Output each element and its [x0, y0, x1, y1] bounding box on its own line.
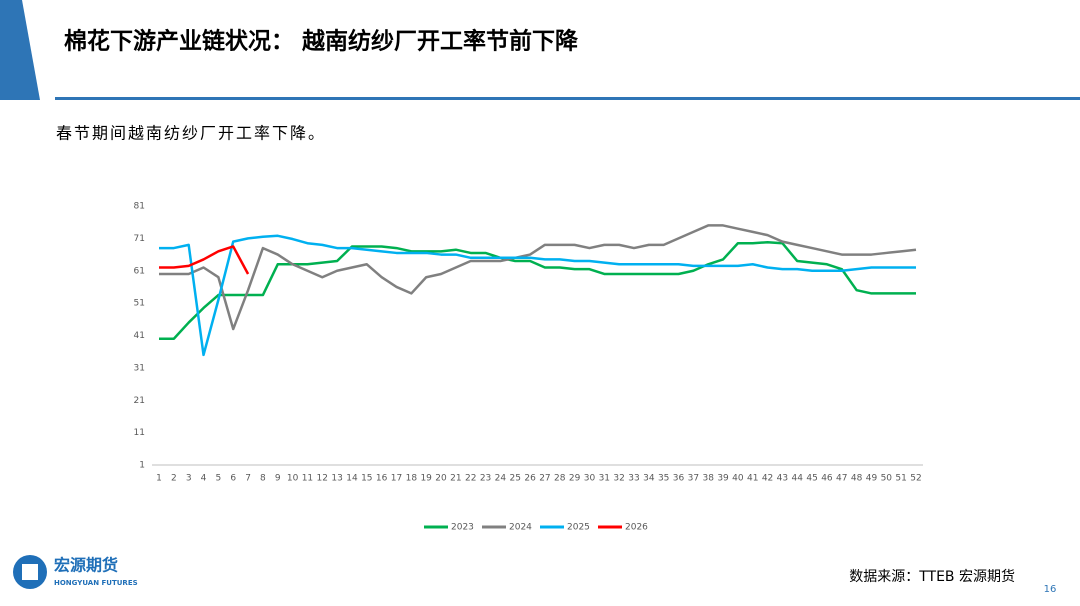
x-tick-label: 30: [584, 474, 596, 484]
y-tick-label: 61: [134, 266, 145, 276]
y-tick-label: 1: [139, 461, 145, 471]
x-tick-label: 42: [762, 474, 773, 484]
series-line: [159, 224, 917, 331]
x-tick-label: 51: [895, 474, 906, 484]
y-tick-label: 51: [134, 299, 145, 309]
legend-label: 2023: [451, 523, 474, 533]
x-tick-label: 52: [910, 474, 921, 484]
x-tick-label: 21: [450, 474, 461, 484]
x-tick-label: 12: [317, 474, 328, 484]
logo-text: 宏源期货: [54, 556, 118, 575]
x-tick-label: 14: [346, 474, 358, 484]
y-tick-label: 41: [134, 331, 145, 341]
y-tick-label: 11: [134, 428, 145, 438]
header-rule: [55, 97, 1080, 100]
x-tick-label: 34: [643, 474, 655, 484]
logo-mark-inner: [22, 564, 38, 580]
x-tick-label: 39: [717, 474, 729, 484]
x-tick-label: 3: [186, 474, 192, 484]
x-tick-label: 5: [216, 474, 222, 484]
y-tick-label: 31: [134, 363, 145, 373]
x-tick-label: 40: [732, 474, 744, 484]
x-tick-label: 11: [302, 474, 313, 484]
legend-label: 2025: [567, 523, 590, 533]
x-tick-label: 2: [171, 474, 177, 484]
x-tick-label: 6: [230, 474, 236, 484]
x-tick-label: 16: [376, 474, 388, 484]
x-tick-label: 45: [806, 474, 817, 484]
series-line: [159, 241, 916, 340]
x-tick-label: 27: [539, 474, 550, 484]
x-tick-label: 35: [658, 474, 669, 484]
x-tick-label: 36: [673, 474, 685, 484]
legend-label: 2026: [625, 523, 648, 533]
x-tick-label: 15: [361, 474, 372, 484]
y-tick-label: 81: [134, 202, 145, 212]
y-tick-label: 71: [134, 234, 145, 244]
slide-title: 棉花下游产业链状况： 越南纺纱厂开工率节前下降: [64, 28, 579, 55]
x-tick-label: 37: [688, 474, 699, 484]
slide-subtitle: 春节期间越南纺纱厂开工率下降。: [56, 124, 326, 143]
x-tick-label: 41: [747, 474, 758, 484]
x-tick-label: 17: [391, 474, 402, 484]
x-tick-label: 38: [702, 474, 714, 484]
x-tick-label: 44: [792, 474, 804, 484]
x-tick-label: 8: [260, 474, 266, 484]
x-tick-label: 43: [777, 474, 788, 484]
series-line: [159, 234, 916, 357]
x-tick-label: 4: [201, 474, 207, 484]
x-tick-label: 33: [628, 474, 639, 484]
source-note: 数据来源：TTEB 宏源期货: [849, 568, 1015, 585]
x-tick-label: 26: [524, 474, 536, 484]
x-tick-label: 1: [156, 474, 162, 484]
legend-label: 2024: [509, 523, 532, 533]
x-tick-label: 28: [554, 474, 566, 484]
corner-shape: [0, 0, 40, 100]
x-tick-label: 25: [510, 474, 521, 484]
x-tick-label: 23: [480, 474, 491, 484]
page-number: 16: [1044, 584, 1057, 595]
x-tick-label: 9: [275, 474, 281, 484]
x-tick-label: 50: [881, 474, 893, 484]
x-tick-label: 7: [245, 474, 251, 484]
x-tick-label: 31: [599, 474, 610, 484]
x-tick-label: 47: [836, 474, 847, 484]
x-tick-label: 19: [420, 474, 432, 484]
x-tick-label: 22: [465, 474, 476, 484]
x-tick-label: 18: [406, 474, 418, 484]
logo-subtext: HONGYUAN FUTURES: [54, 579, 138, 587]
x-tick-label: 46: [821, 474, 833, 484]
x-tick-label: 10: [287, 474, 299, 484]
x-tick-label: 24: [495, 474, 507, 484]
x-tick-label: 29: [569, 474, 581, 484]
x-tick-label: 20: [435, 474, 447, 484]
x-tick-label: 48: [851, 474, 863, 484]
x-tick-label: 49: [866, 474, 878, 484]
y-tick-label: 21: [134, 396, 145, 406]
x-tick-label: 13: [331, 474, 342, 484]
series-line: [159, 245, 250, 275]
x-tick-label: 32: [613, 474, 624, 484]
